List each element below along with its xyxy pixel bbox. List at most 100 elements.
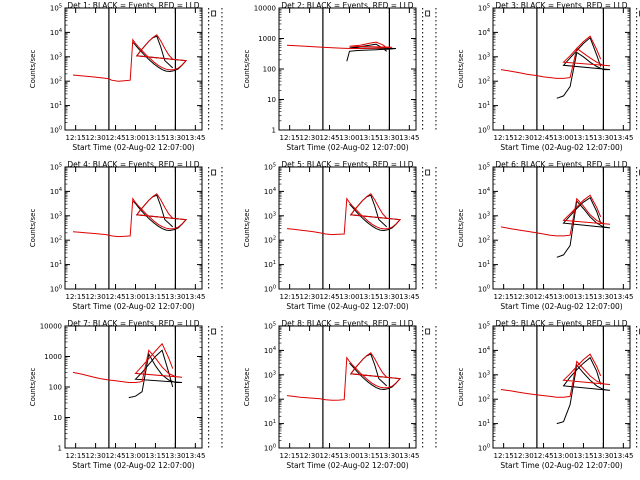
x-tick-label: 13:00	[125, 293, 145, 301]
chart-title: Det 1: BLACK = Events, RED = LLD	[67, 1, 199, 10]
x-tick-label: 12:45	[533, 452, 553, 460]
x-tick-label: 13:30	[379, 134, 399, 142]
y-tick-label: 10	[53, 414, 62, 422]
x-tick-label: 12:15	[66, 293, 86, 301]
x-tick-label: 12:45	[105, 452, 125, 460]
y-tick-exponent: 0	[273, 285, 276, 291]
y-tick-label: 100	[478, 285, 490, 294]
x-tick-label: 12:45	[319, 134, 339, 142]
x-tick-label: 13:00	[125, 452, 145, 460]
y-tick-label: 100	[50, 126, 62, 135]
y-tick-exponent: 4	[59, 28, 62, 34]
y-tick-label: 100	[50, 285, 62, 294]
x-tick-label: 13:45	[185, 293, 205, 301]
chart-panel-9: Det 9: BLACK = Events, RED = LLD Counts/s…	[457, 319, 640, 470]
series-line-lld	[500, 353, 611, 398]
series-line-lld	[500, 194, 611, 237]
y-tick-label: 103	[478, 52, 490, 61]
y-tick-label: 102	[478, 77, 490, 86]
y-tick-label: 1	[272, 127, 276, 135]
y-axis-label: Counts/sec	[457, 209, 465, 248]
y-tick-exponent: 2	[273, 236, 276, 242]
y-tick-exponent: 5	[59, 4, 62, 10]
y-tick-exponent: 3	[59, 52, 62, 58]
x-axis-label: Start Time (02-Aug-02 12:07:00)	[500, 461, 622, 470]
y-tick-exponent: 4	[273, 187, 276, 193]
x-tick-label: 13:15	[145, 134, 165, 142]
y-tick-label: 101	[50, 260, 62, 269]
x-tick-label: 13:15	[359, 452, 379, 460]
plot-frame	[64, 325, 203, 449]
marker-box	[211, 328, 217, 335]
y-tick-exponent: 5	[273, 322, 276, 328]
x-tick-label: 13:00	[339, 293, 359, 301]
x-tick-label: 13:00	[553, 293, 573, 301]
marker-box	[211, 10, 217, 17]
series-line-lld	[500, 35, 611, 79]
y-tick-exponent: 2	[487, 236, 490, 242]
y-tick-label: 104	[50, 187, 62, 196]
y-tick-exponent: 0	[273, 444, 276, 450]
y-tick-exponent: 4	[487, 28, 490, 34]
x-tick-label: 13:30	[379, 293, 399, 301]
x-tick-label: 12:45	[319, 293, 339, 301]
chart-title: Det 4: BLACK = Events, RED = LLD	[67, 160, 199, 169]
x-tick-label: 13:45	[613, 293, 633, 301]
x-tick-label: 13:45	[613, 452, 633, 460]
x-tick-label: 13:45	[399, 452, 419, 460]
chart-panel-1: Det 1: BLACK = Events, RED = LLD Counts/s…	[29, 1, 223, 152]
chart-title: Det 8: BLACK = Events, RED = LLD	[281, 319, 413, 328]
y-tick-label: 10000	[254, 5, 276, 13]
y-tick-exponent: 1	[59, 101, 62, 107]
y-tick-label: 1000	[258, 35, 276, 43]
y-axis-label: Counts/sec	[29, 209, 37, 248]
marker-box	[211, 169, 217, 176]
plot-frame	[492, 325, 631, 449]
y-tick-label: 100	[478, 444, 490, 453]
y-tick-exponent: 1	[273, 419, 276, 425]
y-tick-exponent: 2	[487, 77, 490, 83]
x-tick-label: 13:30	[165, 293, 185, 301]
x-tick-label: 13:00	[125, 134, 145, 142]
y-tick-label: 10	[267, 96, 276, 104]
chart-panel-7: Det 7: BLACK = Events, RED = LLD Counts/s…	[29, 319, 223, 470]
plot-frame	[492, 166, 631, 290]
chart-panel-5: Det 5: BLACK = Events, RED = LLD Counts/s…	[243, 160, 437, 311]
x-tick-label: 12:45	[105, 134, 125, 142]
y-tick-exponent: 1	[273, 260, 276, 266]
y-tick-label: 105	[478, 163, 490, 172]
chart-title: Det 7: BLACK = Events, RED = LLD	[67, 319, 199, 328]
series-line-events	[556, 196, 611, 258]
y-tick-label: 10000	[40, 323, 62, 331]
x-tick-label: 13:45	[399, 134, 419, 142]
x-tick-label: 13:30	[593, 293, 613, 301]
y-tick-exponent: 1	[487, 419, 490, 425]
y-tick-label: 104	[264, 346, 276, 355]
x-tick-label: 12:15	[494, 134, 514, 142]
y-tick-exponent: 1	[487, 101, 490, 107]
y-tick-exponent: 4	[59, 187, 62, 193]
x-axis-label: Start Time (02-Aug-02 12:07:00)	[286, 143, 408, 152]
y-axis-label: Counts/sec	[457, 50, 465, 89]
chart-panel-4: Det 4: BLACK = Events, RED = LLD Counts/s…	[29, 160, 223, 311]
x-tick-label: 13:15	[573, 293, 593, 301]
chart-title: Det 3: BLACK = Events, RED = LLD	[495, 1, 627, 10]
x-tick-label: 13:15	[359, 293, 379, 301]
y-tick-exponent: 4	[487, 346, 490, 352]
y-axis-label: Counts/sec	[243, 368, 251, 407]
x-tick-label: 13:00	[339, 134, 359, 142]
y-tick-exponent: 3	[273, 370, 276, 376]
x-tick-label: 12:30	[85, 134, 105, 142]
y-tick-label: 1	[58, 445, 62, 453]
x-axis-label: Start Time (02-Aug-02 12:07:00)	[286, 461, 408, 470]
x-tick-label: 13:15	[573, 452, 593, 460]
x-tick-label: 12:30	[513, 134, 533, 142]
y-tick-label: 101	[478, 260, 490, 269]
x-tick-label: 12:30	[513, 293, 533, 301]
x-tick-label: 12:30	[85, 293, 105, 301]
x-tick-label: 12:30	[299, 134, 319, 142]
x-tick-label: 12:45	[105, 293, 125, 301]
chart-title: Det 6: BLACK = Events, RED = LLD	[495, 160, 627, 169]
y-tick-exponent: 4	[273, 346, 276, 352]
